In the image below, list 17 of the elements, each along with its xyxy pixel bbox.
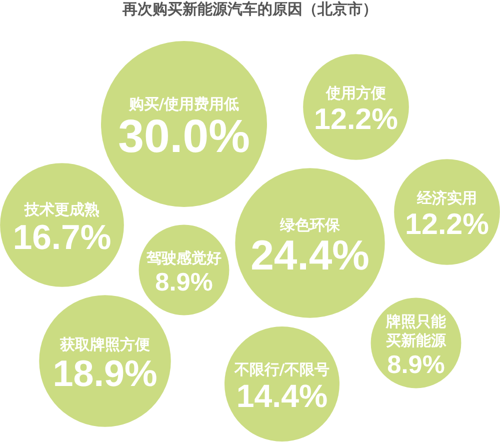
data-label: 24.4%	[250, 232, 370, 279]
data-label: 8.9%	[155, 268, 213, 297]
data-label: 12.2%	[314, 103, 398, 136]
category-label: 技术更成熟	[24, 200, 100, 218]
category-label: 使用方便	[325, 84, 386, 102]
category-label: 驾驶感觉好	[146, 248, 222, 267]
category-label: 绿色环保	[279, 216, 341, 234]
category-label: 不限行/不限号	[233, 360, 330, 378]
data-label: 8.9%	[387, 351, 445, 380]
text: 再次购买新能源汽车的原因（北京市）	[122, 0, 378, 20]
category-label: 获取牌照方便	[59, 336, 150, 354]
data-label: 12.2%	[405, 208, 489, 242]
data-label: 18.9%	[52, 352, 158, 394]
data-label: 16.7%	[12, 218, 112, 257]
data-label: 14.4%	[236, 378, 328, 414]
category-label: 经济实用	[416, 189, 477, 208]
category-label: 牌照只能买新能源	[385, 312, 447, 350]
